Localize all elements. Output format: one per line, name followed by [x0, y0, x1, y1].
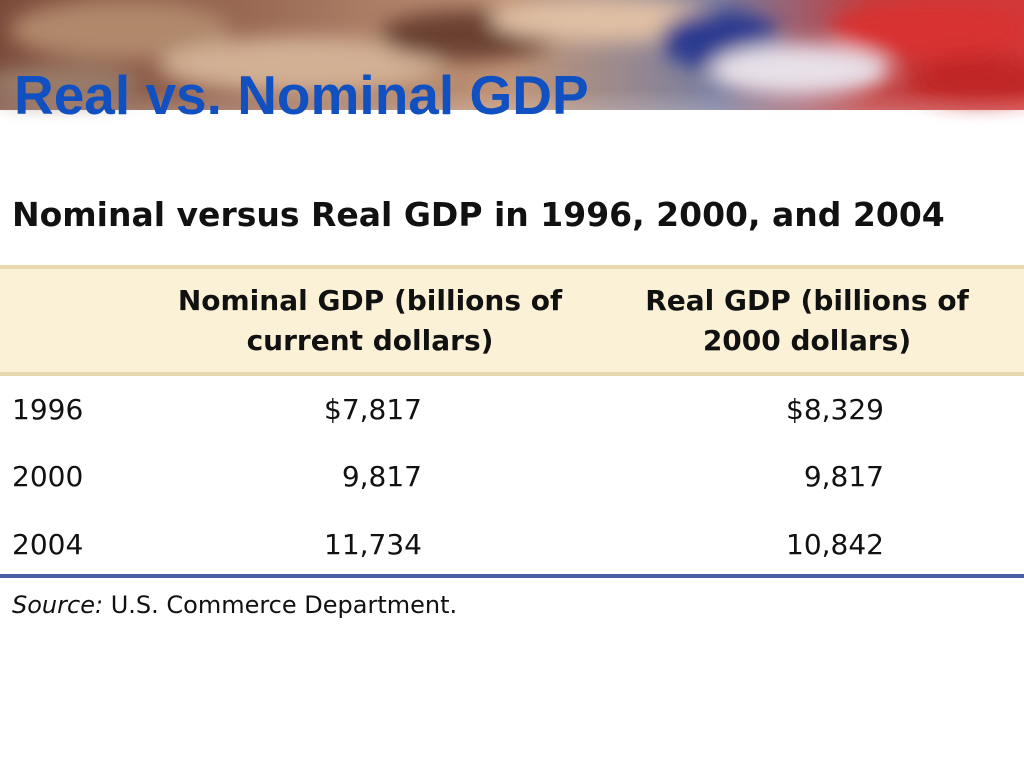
- table-row: 1996 $7,817 $8,329: [0, 374, 1024, 442]
- table-row: 2000 9,817 9,817: [0, 442, 1024, 510]
- real-gdp-cell: 9,817: [803, 459, 884, 493]
- source-text: U.S. Commerce Department.: [110, 591, 458, 619]
- column-header-nominal-gdp: Nominal GDP (billions of current dollars…: [150, 265, 590, 376]
- year-cell: 1996: [12, 392, 84, 426]
- header-banner-image: [0, 0, 1024, 128]
- slide-title: Real vs. Nominal GDP: [14, 64, 589, 126]
- nominal-gdp-cell: 11,734: [324, 527, 422, 561]
- nominal-gdp-cell: $7,817: [324, 392, 422, 426]
- column-header-year: [0, 265, 150, 376]
- real-gdp-cell: 10,842: [786, 527, 884, 561]
- table-row: 2004 11,734 10,842: [0, 510, 1024, 578]
- table-title: Nominal versus Real GDP in 1996, 2000, a…: [12, 195, 945, 234]
- column-header-real-gdp: Real GDP (billions of 2000 dollars): [590, 265, 1024, 376]
- gdp-table: Nominal GDP (billions of current dollars…: [0, 265, 1024, 578]
- column-header-real-gdp-label: Real GDP (billions of 2000 dollars): [645, 283, 969, 357]
- year-cell: 2000: [12, 459, 84, 493]
- table-bottom-rule: [0, 574, 1024, 578]
- table-header-row: Nominal GDP (billions of current dollars…: [0, 265, 1024, 376]
- column-header-nominal-gdp-label: Nominal GDP (billions of current dollars…: [177, 283, 563, 357]
- year-cell: 2004: [12, 527, 84, 561]
- nominal-gdp-cell: 9,817: [341, 459, 422, 493]
- source-note: Source: U.S. Commerce Department.: [12, 589, 457, 621]
- source-label: Source:: [12, 591, 104, 619]
- real-gdp-cell: $8,329: [786, 392, 884, 426]
